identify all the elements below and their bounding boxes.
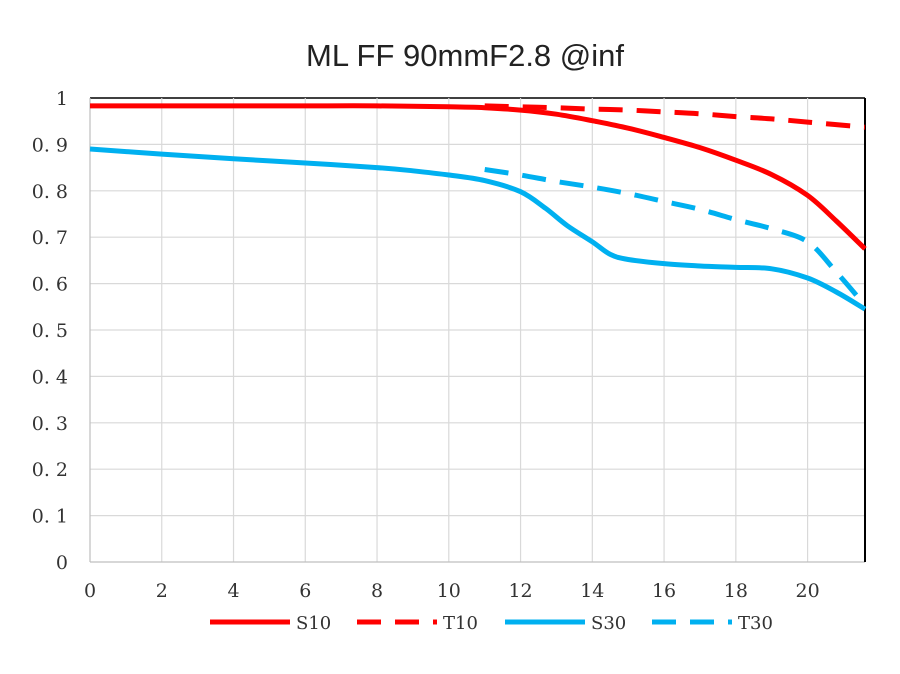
chart-title: ML FF 90mmF2.8 @inf (306, 38, 624, 73)
x-tick-label: 0 (84, 580, 96, 602)
y-tick-label: 0. 3 (32, 413, 68, 435)
y-tick-label: 0. 8 (32, 181, 68, 203)
y-tick-label: 0. 4 (32, 366, 68, 388)
x-tick-label: 4 (227, 580, 239, 602)
x-tick-label: 14 (580, 580, 604, 602)
legend-label-s10: S10 (296, 613, 331, 634)
series-lines (89, 103, 867, 312)
y-tick-label: 0. 2 (32, 459, 68, 481)
grid (90, 97, 865, 562)
y-tick-label: 0. 1 (32, 506, 68, 528)
x-tick-label: 16 (652, 580, 676, 602)
x-tick-label: 10 (437, 580, 461, 602)
tick-labels: 00. 10. 20. 30. 40. 50. 60. 70. 80. 910 2… (32, 88, 820, 602)
x-tick-label: 6 (299, 580, 311, 602)
y-tick-label: 0. 7 (32, 227, 68, 249)
series-line-t30 (484, 167, 867, 308)
legend-label-t30: T30 (738, 613, 773, 634)
legend: S10 T10 S30 T30 (210, 613, 773, 634)
y-tick-label: 0. 9 (32, 134, 68, 156)
series-line-t10 (484, 103, 866, 130)
y-tick-label: 0 (56, 552, 68, 574)
legend-label-t10: T10 (443, 613, 478, 634)
y-tick-label: 1 (56, 88, 68, 110)
x-tick-label: 12 (508, 580, 532, 602)
x-tick-label: 8 (371, 580, 383, 602)
x-tick-label: 2 (156, 580, 168, 602)
series-line-s10 (89, 103, 867, 251)
y-tick-label: 0. 5 (32, 320, 68, 342)
series-line-s30 (89, 146, 867, 312)
legend-label-s30: S30 (591, 613, 626, 634)
x-tick-label: 18 (724, 580, 748, 602)
x-tick-label: 20 (795, 580, 819, 602)
axes (89, 98, 866, 563)
y-tick-label: 0. 6 (32, 274, 68, 296)
